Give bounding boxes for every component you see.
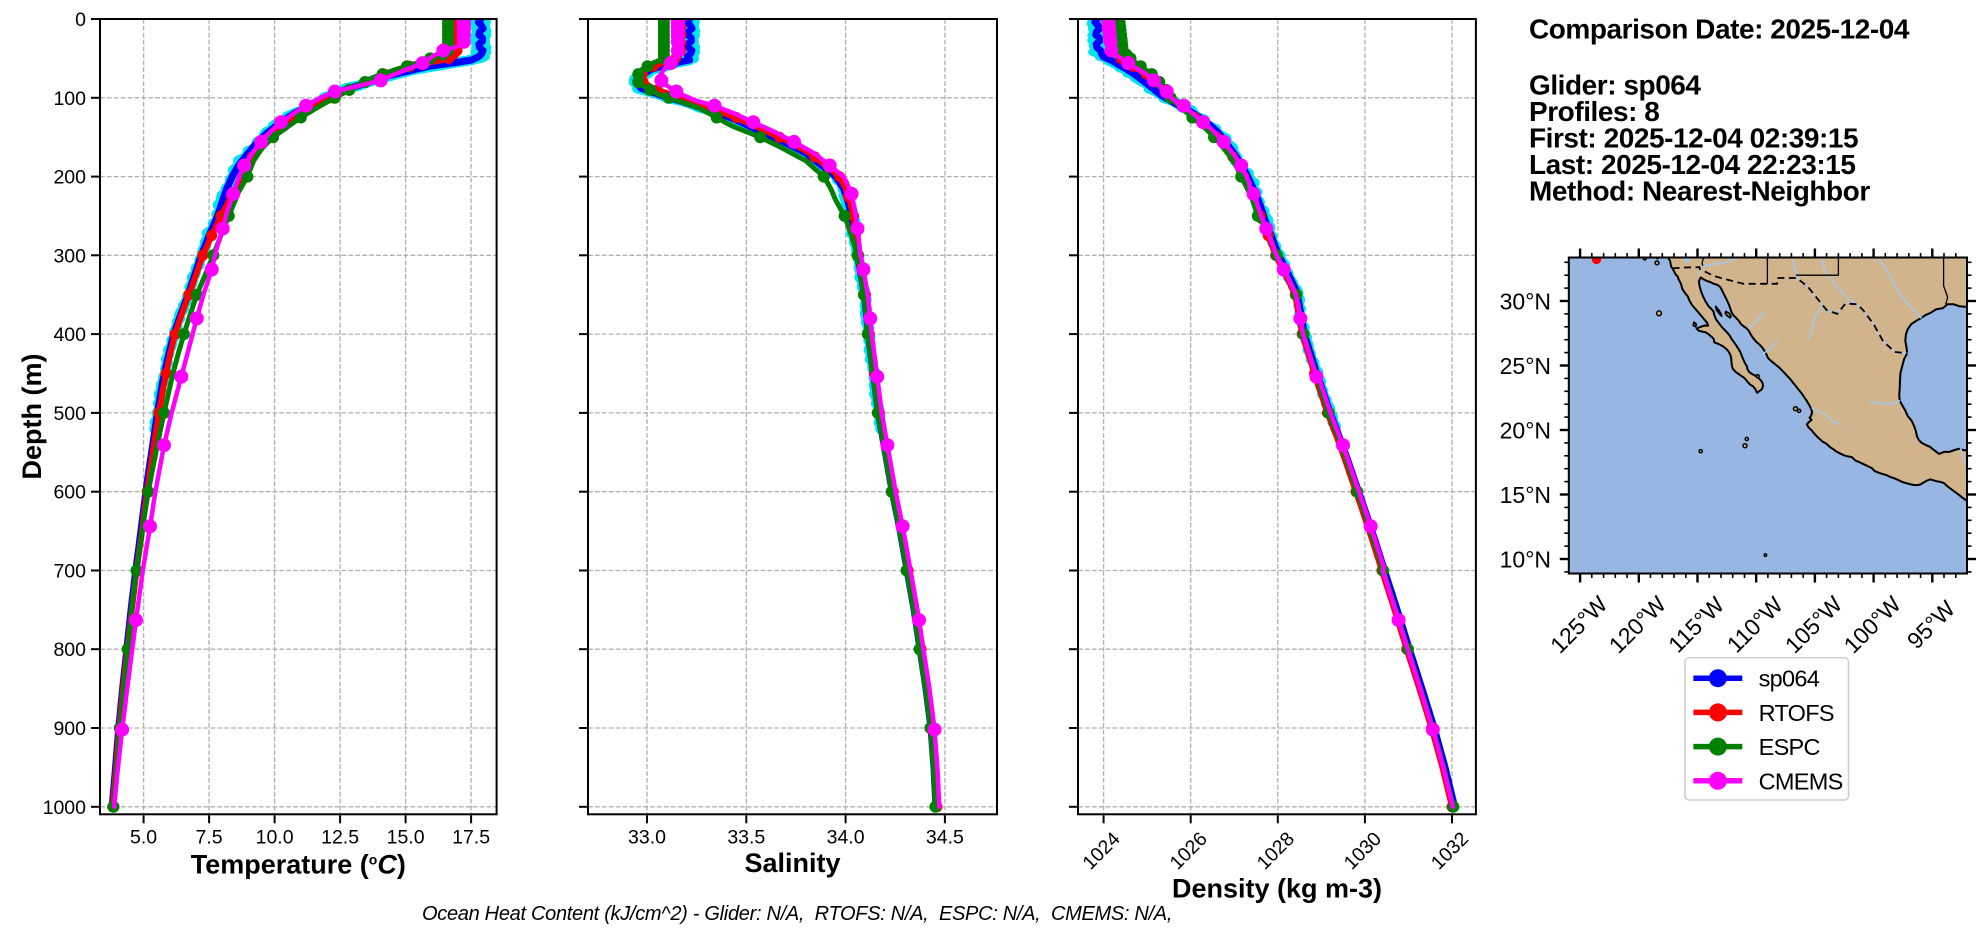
svg-text:700: 700 [53,561,86,583]
svg-text:15°N: 15°N [1500,482,1551,508]
svg-text:10.0: 10.0 [256,827,294,849]
svg-text:400: 400 [53,324,86,346]
svg-text:15.0: 15.0 [387,827,425,849]
svg-text:1000: 1000 [43,797,87,819]
svg-text:0: 0 [75,9,86,31]
svg-text:200: 200 [53,167,86,189]
svg-text:Glider: sp064: Glider: sp064 [1529,69,1701,100]
svg-text:10°N: 10°N [1500,546,1551,572]
svg-text:Ocean Heat Content (kJ/cm^2) -: Ocean Heat Content (kJ/cm^2) - Glider: N… [422,903,1172,925]
svg-text:800: 800 [53,639,86,661]
svg-text:33.5: 33.5 [727,827,765,849]
svg-text:Salinity: Salinity [744,848,840,878]
svg-text:500: 500 [53,403,86,425]
svg-text:33.0: 33.0 [628,827,666,849]
svg-text:Comparison Date: 2025-12-04: Comparison Date: 2025-12-04 [1529,14,1910,45]
svg-text:34.0: 34.0 [827,827,865,849]
svg-text:900: 900 [53,718,86,740]
svg-text:Depth (m): Depth (m) [17,354,47,480]
svg-text:RTOFS: RTOFS [1759,700,1834,726]
svg-text:Profiles: 8: Profiles: 8 [1529,96,1659,127]
svg-text:7.5: 7.5 [196,827,223,849]
svg-text:ESPC: ESPC [1759,734,1821,760]
svg-text:sp064: sp064 [1759,666,1820,692]
svg-text:20°N: 20°N [1500,417,1551,443]
svg-text:12.5: 12.5 [321,827,359,849]
svg-text:25°N: 25°N [1500,353,1551,379]
svg-text:17.5: 17.5 [452,827,490,849]
svg-text:Last: 2025-12-04 22:23:15: Last: 2025-12-04 22:23:15 [1529,149,1856,180]
svg-text:300: 300 [53,245,86,267]
svg-text:First: 2025-12-04 02:39:15: First: 2025-12-04 02:39:15 [1529,123,1858,154]
svg-text:5.0: 5.0 [130,827,157,849]
svg-text:100: 100 [53,88,86,110]
svg-text:Method: Nearest-Neighbor: Method: Nearest-Neighbor [1529,176,1870,207]
svg-text:30°N: 30°N [1500,288,1551,314]
svg-text:600: 600 [53,482,86,504]
svg-text:CMEMS: CMEMS [1759,768,1843,794]
svg-text:34.5: 34.5 [926,827,964,849]
svg-text:Density (kg m-3): Density (kg m-3) [1172,873,1382,903]
